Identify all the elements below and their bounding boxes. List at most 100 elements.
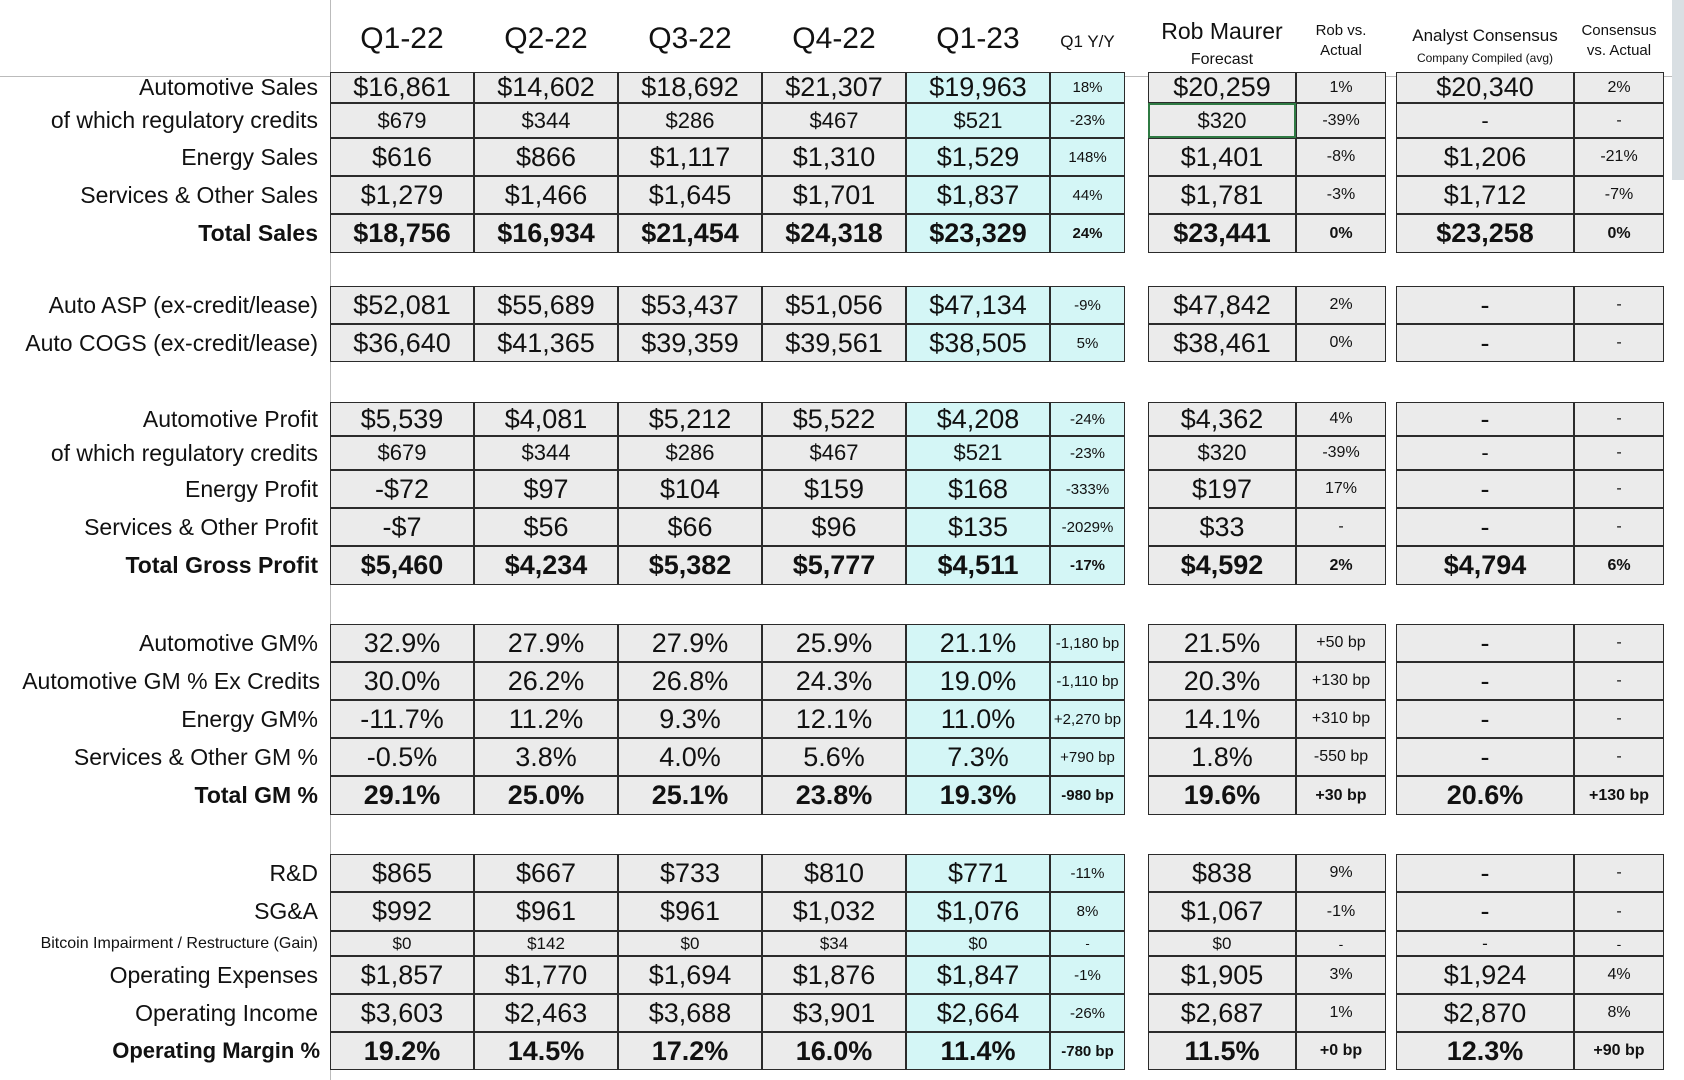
table-cell[interactable]: 4.0% [618, 738, 762, 776]
table-cell[interactable]: $5,522 [762, 402, 906, 436]
yoy-cell[interactable]: 24% [1050, 214, 1125, 253]
table-cell[interactable]: $286 [618, 436, 762, 470]
table-cell[interactable]: $5,382 [618, 546, 762, 585]
table-cell[interactable]: $733 [618, 854, 762, 892]
rob-vs-actual-cell[interactable]: - [1296, 931, 1386, 956]
rob-vs-actual-cell[interactable]: 9% [1296, 854, 1386, 892]
yoy-cell[interactable]: +790 bp [1050, 738, 1125, 776]
table-cell[interactable]: $865 [330, 854, 474, 892]
consensus-cell[interactable]: - [1396, 508, 1574, 546]
table-cell[interactable]: $39,561 [762, 324, 906, 362]
yoy-cell[interactable]: -1% [1050, 956, 1125, 994]
rob-vs-actual-cell[interactable]: 0% [1296, 214, 1386, 253]
table-cell[interactable]: $2,664 [906, 994, 1050, 1032]
consensus-cell[interactable]: $20,340 [1396, 72, 1574, 103]
forecast-cell[interactable]: 14.1% [1148, 700, 1296, 738]
table-cell[interactable]: 3.8% [474, 738, 618, 776]
yoy-cell[interactable]: -1,110 bp [1050, 662, 1125, 700]
forecast-cell[interactable]: $4,592 [1148, 546, 1296, 585]
yoy-cell[interactable]: -333% [1050, 470, 1125, 508]
table-cell[interactable]: $55,689 [474, 286, 618, 324]
table-cell[interactable]: 27.9% [474, 624, 618, 662]
table-cell[interactable]: $24,318 [762, 214, 906, 253]
consensus-cell[interactable]: - [1396, 700, 1574, 738]
consensus-vs-actual-cell[interactable]: 8% [1574, 994, 1664, 1032]
table-cell[interactable]: $21,454 [618, 214, 762, 253]
table-cell[interactable]: $0 [906, 931, 1050, 956]
table-cell[interactable]: $51,056 [762, 286, 906, 324]
consensus-vs-actual-cell[interactable]: +130 bp [1574, 776, 1664, 815]
table-cell[interactable]: $1,847 [906, 956, 1050, 994]
table-cell[interactable]: $1,694 [618, 956, 762, 994]
consensus-cell[interactable]: $1,712 [1396, 176, 1574, 214]
yoy-cell[interactable]: 5% [1050, 324, 1125, 362]
rob-vs-actual-cell[interactable]: 1% [1296, 994, 1386, 1032]
consensus-vs-actual-cell[interactable]: 0% [1574, 214, 1664, 253]
forecast-cell[interactable]: 19.6% [1148, 776, 1296, 815]
consensus-cell[interactable]: - [1396, 662, 1574, 700]
table-cell[interactable]: $1,701 [762, 176, 906, 214]
consensus-cell[interactable]: - [1396, 892, 1574, 931]
table-cell[interactable]: $679 [330, 103, 474, 138]
consensus-cell[interactable]: $2,870 [1396, 994, 1574, 1032]
forecast-cell[interactable]: $1,781 [1148, 176, 1296, 214]
consensus-cell[interactable]: 12.3% [1396, 1032, 1574, 1070]
table-cell[interactable]: $616 [330, 138, 474, 176]
table-cell[interactable]: $992 [330, 892, 474, 931]
table-cell[interactable]: 5.6% [762, 738, 906, 776]
rob-vs-actual-cell[interactable]: +130 bp [1296, 662, 1386, 700]
consensus-vs-actual-cell[interactable]: - [1574, 662, 1664, 700]
yoy-cell[interactable]: -17% [1050, 546, 1125, 585]
consensus-cell[interactable]: $1,206 [1396, 138, 1574, 176]
table-cell[interactable]: $18,756 [330, 214, 474, 253]
consensus-vs-actual-cell[interactable]: - [1574, 892, 1664, 931]
table-cell[interactable]: 25.9% [762, 624, 906, 662]
consensus-cell[interactable]: - [1396, 324, 1574, 362]
table-cell[interactable]: $19,963 [906, 72, 1050, 103]
table-cell[interactable]: $0 [330, 931, 474, 956]
table-cell[interactable]: $4,511 [906, 546, 1050, 585]
consensus-cell[interactable]: - [1396, 470, 1574, 508]
forecast-cell[interactable]: $4,362 [1148, 402, 1296, 436]
rob-vs-actual-cell[interactable]: - [1296, 508, 1386, 546]
table-cell[interactable]: $1,876 [762, 956, 906, 994]
table-cell[interactable]: -$72 [330, 470, 474, 508]
table-cell[interactable]: 16.0% [762, 1032, 906, 1070]
consensus-cell[interactable]: - [1396, 738, 1574, 776]
yoy-cell[interactable]: -23% [1050, 436, 1125, 470]
table-cell[interactable]: 26.8% [618, 662, 762, 700]
table-cell[interactable]: $34 [762, 931, 906, 956]
consensus-cell[interactable]: - [1396, 402, 1574, 436]
consensus-cell[interactable]: $23,258 [1396, 214, 1574, 253]
table-cell[interactable]: 25.0% [474, 776, 618, 815]
rob-vs-actual-cell[interactable]: 2% [1296, 546, 1386, 585]
table-cell[interactable]: $5,539 [330, 402, 474, 436]
yoy-cell[interactable]: -26% [1050, 994, 1125, 1032]
table-cell[interactable]: $5,460 [330, 546, 474, 585]
table-cell[interactable]: $96 [762, 508, 906, 546]
consensus-vs-actual-cell[interactable]: - [1574, 854, 1664, 892]
table-cell[interactable]: $344 [474, 103, 618, 138]
table-cell[interactable]: $467 [762, 436, 906, 470]
table-cell[interactable]: $771 [906, 854, 1050, 892]
table-cell[interactable]: 11.0% [906, 700, 1050, 738]
table-cell[interactable]: $47,134 [906, 286, 1050, 324]
table-cell[interactable]: 11.2% [474, 700, 618, 738]
table-cell[interactable]: $14,602 [474, 72, 618, 103]
table-cell[interactable]: 9.3% [618, 700, 762, 738]
rob-vs-actual-cell[interactable]: +30 bp [1296, 776, 1386, 815]
forecast-cell[interactable]: 1.8% [1148, 738, 1296, 776]
rob-vs-actual-cell[interactable]: +310 bp [1296, 700, 1386, 738]
table-cell[interactable]: 25.1% [618, 776, 762, 815]
table-cell[interactable]: $142 [474, 931, 618, 956]
consensus-cell[interactable]: 20.6% [1396, 776, 1574, 815]
table-cell[interactable]: $4,234 [474, 546, 618, 585]
forecast-cell[interactable]: $197 [1148, 470, 1296, 508]
table-cell[interactable]: $4,081 [474, 402, 618, 436]
rob-vs-actual-cell[interactable]: 17% [1296, 470, 1386, 508]
forecast-cell[interactable]: $0 [1148, 931, 1296, 956]
rob-vs-actual-cell[interactable]: 2% [1296, 286, 1386, 324]
table-cell[interactable]: $1,310 [762, 138, 906, 176]
table-cell[interactable]: 23.8% [762, 776, 906, 815]
rob-vs-actual-cell[interactable]: +50 bp [1296, 624, 1386, 662]
